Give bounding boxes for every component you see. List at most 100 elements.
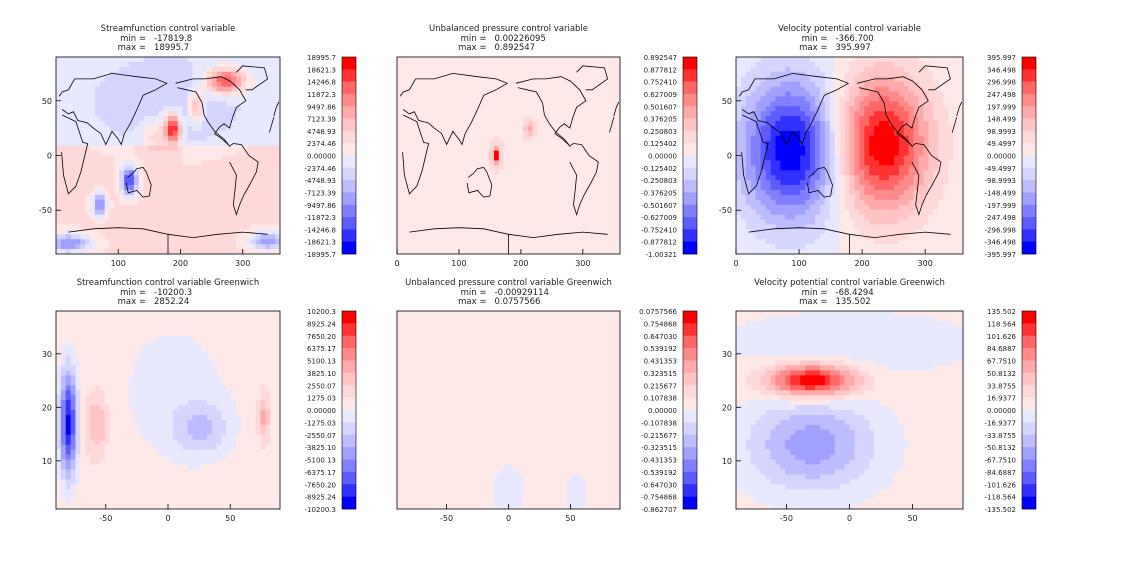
heatmap-cell (533, 200, 538, 205)
heatmap-cell (460, 111, 465, 116)
heatmap-cell (557, 244, 562, 249)
heatmap-cell (460, 156, 465, 161)
heatmap-cell (129, 234, 134, 239)
heatmap-cell (163, 224, 168, 229)
heatmap-cell (100, 165, 105, 170)
heatmap-cell (202, 87, 207, 92)
heatmap-cell (90, 229, 95, 234)
heatmap-cell (217, 175, 222, 180)
heatmap-cell (854, 77, 859, 82)
heatmap-cell (265, 224, 270, 229)
colorbar-swatch (683, 205, 697, 218)
heatmap-cell (178, 62, 183, 67)
heatmap-cell (207, 156, 212, 161)
heatmap-cell (513, 160, 518, 165)
stat-max-label: max = (458, 43, 486, 53)
heatmap-cell (95, 165, 100, 170)
heatmap-cell (562, 72, 567, 77)
heatmap-cell (129, 131, 134, 136)
heatmap-cell (591, 126, 596, 131)
heatmap-cell (187, 229, 192, 234)
heatmap-cell (441, 160, 446, 165)
heatmap-cell (736, 220, 741, 225)
heatmap-cell (805, 220, 810, 225)
heatmap-cell (810, 96, 815, 101)
heatmap-cell (163, 131, 168, 136)
heatmap-cell (241, 77, 246, 82)
heatmap-cell (533, 190, 538, 195)
heatmap-cell (114, 205, 119, 210)
heatmap-cell (766, 160, 771, 165)
heatmap-cell (168, 91, 173, 96)
heatmap-cell (470, 239, 475, 244)
heatmap-cell (187, 180, 192, 185)
colorbar-label: 0.250803 (644, 128, 677, 136)
heatmap-cell (90, 205, 95, 210)
heatmap-cell (251, 205, 256, 210)
heatmap-cell (158, 160, 163, 165)
heatmap-cell (217, 101, 222, 106)
heatmap-cell (105, 131, 110, 136)
heatmap-cell (746, 210, 751, 215)
heatmap-cell (751, 62, 756, 67)
heatmap-cell (780, 160, 785, 165)
heatmap-cell (66, 136, 71, 141)
heatmap-cell (835, 244, 840, 249)
heatmap-cell (168, 87, 173, 92)
heatmap-cell (859, 224, 864, 229)
heatmap-cell (217, 190, 222, 195)
heatmap-cell (475, 91, 480, 96)
heatmap-cell (494, 234, 499, 239)
heatmap-cell (591, 239, 596, 244)
heatmap-cell (815, 175, 820, 180)
heatmap-cell (746, 141, 751, 146)
heatmap-cell (95, 101, 100, 106)
heatmap-cell (484, 72, 489, 77)
heatmap-cell (226, 244, 231, 249)
heatmap-cell (736, 239, 741, 244)
heatmap-cell (251, 111, 256, 116)
heatmap-cell (183, 200, 188, 205)
heatmap-cell (601, 185, 606, 190)
heatmap-cell (183, 91, 188, 96)
heatmap-cell (523, 185, 528, 190)
heatmap-cell (256, 239, 261, 244)
heatmap-cell (416, 165, 421, 170)
heatmap-cell (489, 234, 494, 239)
heatmap-cell (183, 239, 188, 244)
heatmap-cell (850, 195, 855, 200)
heatmap-cell (450, 136, 455, 141)
heatmap-cell (416, 82, 421, 87)
heatmap-cell (513, 141, 518, 146)
heatmap-cell (222, 160, 227, 165)
heatmap-cell (746, 175, 751, 180)
heatmap-cell (445, 91, 450, 96)
heatmap-cell (153, 131, 158, 136)
heatmap-cell (805, 229, 810, 234)
heatmap-cell (766, 170, 771, 175)
heatmap-cell (766, 215, 771, 220)
chart-title: Unbalanced pressure control variable (429, 24, 588, 34)
heatmap-cell (207, 136, 212, 141)
heatmap-cell (183, 131, 188, 136)
heatmap-cell (202, 62, 207, 67)
heatmap-cell (80, 111, 85, 116)
heatmap-cell (431, 234, 436, 239)
heatmap-cell (100, 180, 105, 185)
heatmap-cell (465, 57, 470, 62)
heatmap-cell (825, 205, 830, 210)
heatmap-cell (800, 57, 805, 62)
heatmap-cell (557, 185, 562, 190)
heatmap-cell (484, 121, 489, 126)
heatmap-cell (785, 116, 790, 121)
heatmap-cell (231, 220, 236, 225)
heatmap-cell (513, 121, 518, 126)
heatmap-cell (557, 195, 562, 200)
heatmap-cell (795, 200, 800, 205)
heatmap-cell (780, 180, 785, 185)
heatmap-cell (504, 111, 509, 116)
heatmap-cell (528, 160, 533, 165)
heatmap-cell (455, 224, 460, 229)
heatmap-cell (845, 131, 850, 136)
heatmap-cell (412, 165, 417, 170)
